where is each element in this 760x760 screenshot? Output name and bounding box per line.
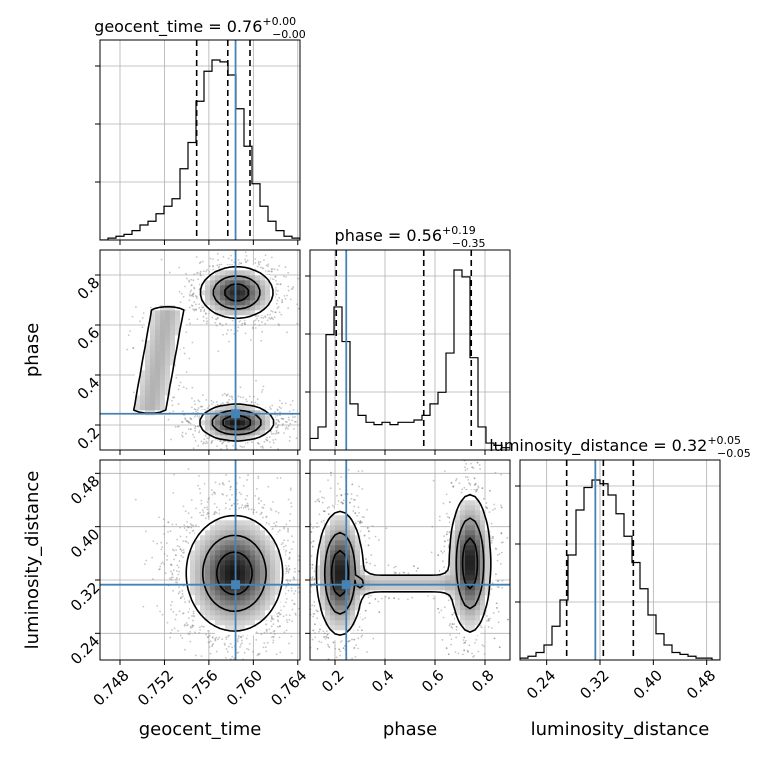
ylabel-luminosity-distance: luminosity_distance (22, 471, 43, 650)
ytick-label-luminosity_distance: 0.24 (67, 632, 103, 668)
joint-panel-geocent_time-luminosity_distance: 0.748 0.752 0.756 0.760 0.764 0.24 0.32 0.40 0.4… (67, 459, 311, 709)
truth-marker (231, 409, 241, 419)
ytick-label-phase: 0.4 (74, 374, 104, 404)
ytick-label-luminosity_distance: 0.40 (67, 525, 103, 561)
xtick-label-phase: 0.4 (368, 666, 398, 696)
joint-frame-geocent_time-luminosity_distance (99, 459, 301, 661)
contour-line (185, 514, 284, 632)
title-geocent-time: geocent_time = 0.76+0.00 −0.00 (94, 15, 306, 41)
xtick-label-geocent_time: 0.752 (134, 666, 177, 709)
ytick-label-phase: 0.6 (74, 324, 104, 354)
hist-frame-geocent_time (99, 39, 301, 241)
density-shading (180, 510, 286, 636)
joint-panel-geocent_time-phase: 0.2 0.4 0.6 0.8 (74, 249, 301, 455)
contour-line (315, 493, 492, 636)
xlabel-luminosity-distance: luminosity_distance (531, 719, 710, 740)
hist-frame-luminosity_distance (519, 459, 721, 661)
title-phase: phase = 0.56+0.19 −0.35 (335, 224, 486, 250)
title-luminosity-distance: luminosity_distance = 0.32+0.05 −0.05 (489, 434, 751, 460)
joint-frame-phase-luminosity_distance (309, 459, 511, 661)
ytick-label-phase: 0.8 (74, 274, 104, 304)
xtick-label-geocent_time: 0.756 (179, 666, 222, 709)
joint-frame-geocent_time-phase (99, 249, 301, 451)
xtick-label-luminosity_distance: 0.48 (683, 666, 719, 702)
xlabel-phase: phase (383, 719, 437, 740)
hist-panel-geocent_time (95, 39, 301, 245)
hist-step-luminosity_distance (520, 479, 720, 660)
ytick-label-luminosity_distance: 0.48 (67, 472, 103, 508)
xtick-label-luminosity_distance: 0.24 (523, 666, 559, 702)
ytick-label-phase: 0.2 (74, 424, 104, 454)
xlabel-geocent-time: geocent_time (139, 719, 262, 740)
ytick-label-luminosity_distance: 0.32 (67, 579, 103, 615)
contour-line (323, 517, 485, 615)
xtick-label-geocent_time: 0.748 (90, 666, 133, 709)
joint-panel-phase-luminosity_distance: 0.2 0.4 0.6 0.8 (305, 459, 511, 696)
truth-marker (341, 580, 351, 590)
hist-step-geocent_time (100, 59, 300, 240)
xtick-label-phase: 0.8 (468, 666, 498, 696)
hist-step-phase (310, 269, 510, 450)
xtick-label-luminosity_distance: 0.32 (576, 666, 612, 702)
contour-line (132, 265, 275, 442)
xtick-label-luminosity_distance: 0.40 (630, 666, 666, 702)
xtick-label-phase: 0.6 (418, 666, 448, 696)
truth-marker (231, 580, 241, 590)
xtick-label-phase: 0.2 (318, 666, 348, 696)
xtick-label-geocent_time: 0.764 (267, 666, 310, 709)
hist-frame-phase (309, 249, 511, 451)
xtick-label-geocent_time: 0.760 (223, 666, 266, 709)
hist-panel-luminosity_distance: 0.24 0.32 0.40 0.48 (515, 459, 721, 703)
ylabel-phase: phase (22, 323, 43, 377)
hist-panel-phase (305, 249, 511, 455)
